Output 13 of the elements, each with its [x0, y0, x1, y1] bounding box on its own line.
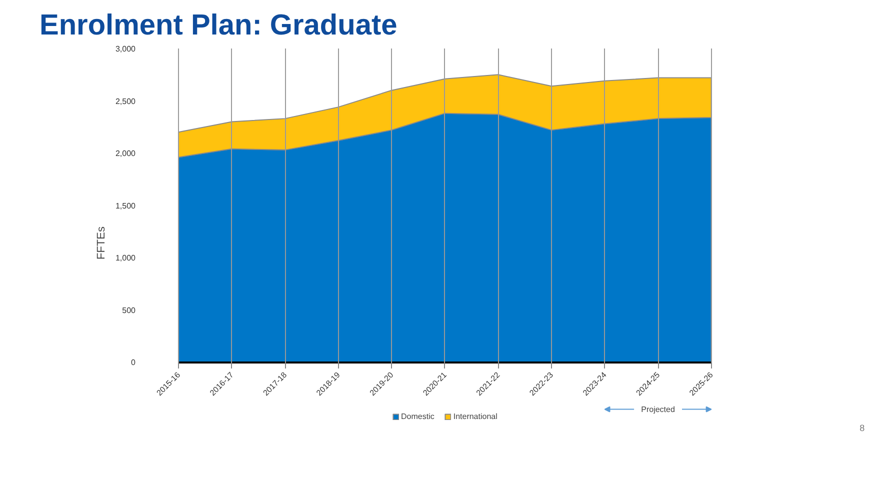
- text: Projected: [641, 404, 675, 414]
- y-tick-label: 2,000: [115, 149, 136, 158]
- y-tick-label: 1,000: [115, 254, 136, 263]
- text: 8: [860, 423, 865, 434]
- y-tick-label: 3,000: [115, 44, 136, 54]
- y-tick-label: 2,500: [115, 96, 136, 106]
- chart-title: Enrolment Plan: Graduate: [40, 10, 398, 42]
- legend-label: International: [453, 412, 498, 421]
- y-tick-label: 500: [122, 306, 136, 315]
- legend-label: Domestic: [401, 412, 434, 421]
- y-tick-label: 1,500: [115, 201, 136, 210]
- y-axis-title: FFTEs: [95, 226, 108, 260]
- y-tick-label: 0: [131, 358, 136, 368]
